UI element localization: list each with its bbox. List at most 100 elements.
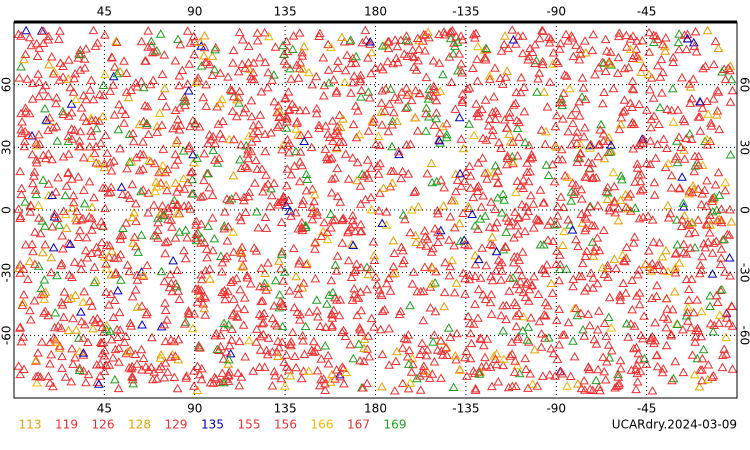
observation [14, 73, 25, 82]
observation [20, 126, 30, 136]
observation [513, 31, 524, 40]
observation [582, 282, 592, 292]
observation [279, 357, 290, 366]
observation [397, 343, 408, 352]
observation [608, 167, 619, 177]
observation [530, 39, 540, 49]
observation [270, 42, 281, 51]
observation [684, 220, 695, 229]
observation [311, 108, 322, 118]
observation [53, 321, 64, 330]
observation [638, 62, 649, 72]
observation [489, 222, 500, 232]
observation [563, 214, 574, 224]
observation [286, 169, 297, 179]
observation [468, 63, 478, 72]
observation [418, 29, 429, 39]
observation [192, 297, 203, 306]
observation [225, 348, 236, 358]
observation [183, 85, 194, 95]
observation [676, 221, 687, 230]
observation [473, 111, 484, 121]
observation [200, 265, 211, 275]
observation [228, 294, 239, 303]
observation [136, 36, 147, 46]
observation [631, 384, 641, 394]
observation [697, 103, 708, 112]
observation [481, 260, 492, 270]
observation [184, 141, 195, 150]
observation [33, 371, 44, 380]
observation [504, 129, 515, 138]
observation [434, 135, 445, 145]
observation [454, 112, 465, 122]
observation [473, 313, 483, 322]
observation [379, 304, 390, 314]
observation [192, 153, 202, 162]
observation [84, 141, 95, 151]
observation [458, 268, 469, 277]
observation [669, 286, 680, 296]
observation [65, 239, 76, 248]
observation [571, 40, 581, 49]
observation [127, 361, 137, 371]
observation [314, 123, 324, 132]
observation [514, 132, 524, 141]
observation [660, 46, 671, 55]
observation [496, 46, 507, 55]
observation [376, 98, 387, 107]
observation [90, 41, 101, 50]
observation [159, 210, 170, 220]
observation [278, 192, 289, 202]
observation [604, 56, 614, 66]
observation [703, 359, 714, 369]
observation [484, 74, 495, 83]
observation [96, 338, 107, 347]
observation [97, 348, 108, 358]
observation [356, 92, 366, 101]
observation [611, 263, 622, 273]
observation [548, 348, 559, 358]
observation [207, 70, 218, 79]
observation [550, 371, 560, 380]
observation [224, 134, 235, 144]
observation [594, 382, 604, 391]
observation [236, 262, 247, 271]
observation [628, 238, 639, 247]
observation [80, 245, 91, 255]
observation [177, 65, 188, 74]
observation [201, 79, 211, 89]
observation [490, 63, 500, 72]
observation [678, 239, 689, 248]
observation [537, 25, 547, 35]
observation [109, 253, 120, 262]
observation [349, 71, 360, 80]
observation [580, 94, 591, 104]
observation [670, 356, 681, 366]
observation [179, 92, 190, 101]
observation [135, 149, 146, 158]
observation [708, 326, 719, 336]
observation [599, 318, 610, 327]
observation [490, 354, 501, 363]
observation [464, 83, 475, 92]
observation [205, 274, 215, 283]
observation [432, 345, 443, 354]
observation [648, 30, 659, 39]
observation [534, 68, 545, 77]
observation [74, 48, 84, 58]
observation [725, 61, 736, 70]
observation [389, 248, 400, 257]
observation [217, 133, 228, 143]
observation [50, 334, 61, 344]
observation [684, 228, 694, 238]
observation [401, 103, 411, 112]
observation [587, 385, 598, 394]
observation [690, 151, 700, 160]
observation [394, 149, 404, 159]
observation [450, 350, 461, 360]
observation [465, 183, 476, 192]
observation [312, 305, 322, 315]
observation [384, 99, 395, 108]
observation [174, 294, 185, 303]
